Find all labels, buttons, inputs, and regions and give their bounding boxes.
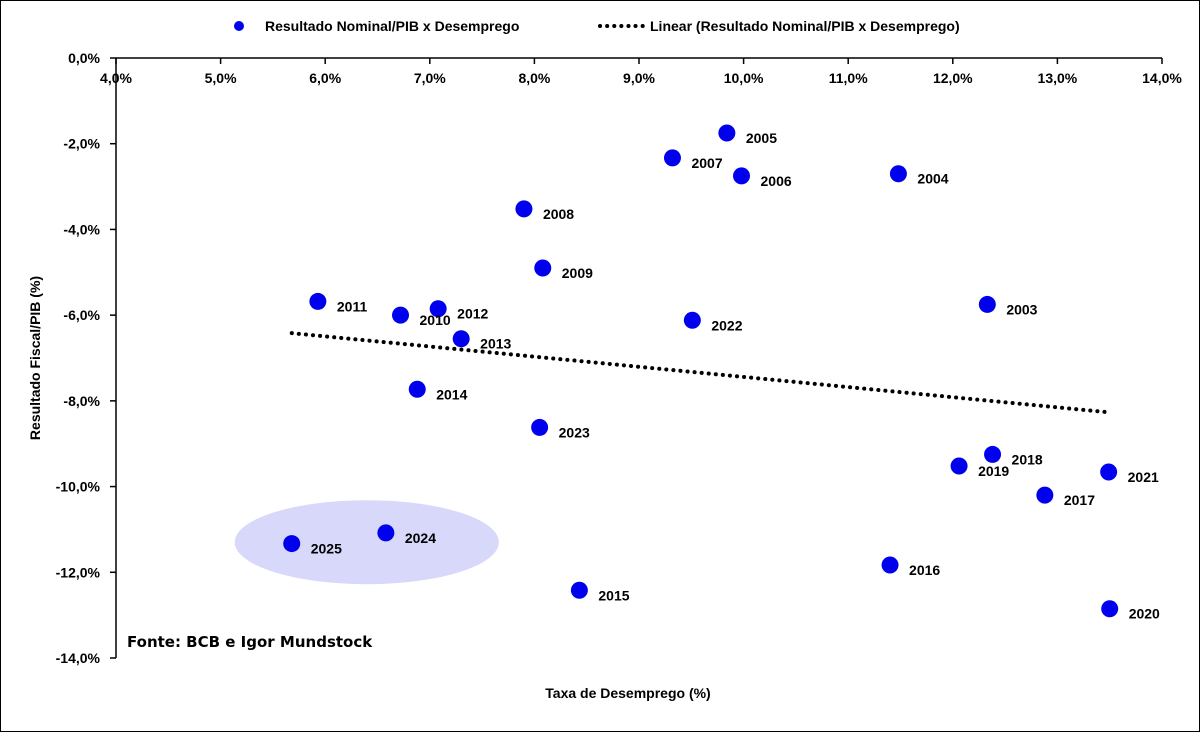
data-label-2022: 2022 [711,317,742,333]
data-label-2016: 2016 [909,562,940,578]
y-tick-label: -12,0% [56,564,101,580]
data-point-2008 [515,200,533,218]
data-label-2021: 2021 [1128,469,1159,485]
data-point-2004 [889,165,907,183]
x-tick-label: 13,0% [1038,70,1078,86]
data-label-2020: 2020 [1129,606,1160,622]
data-point-2019 [950,457,968,475]
x-tick-label: 12,0% [933,70,973,86]
data-point-2009 [534,259,552,277]
axes-layer: 4,0% 5,0% 6,0% 7,0% 8,0% 9,0% 10,0% 11,0% 12,0% 1… [56,50,1183,666]
data-label-2007: 2007 [691,155,722,171]
y-tick-label: -4,0% [63,221,100,237]
data-point-2011 [309,292,327,310]
legend-label-scatter: Resultado Nominal/PIB x Desemprego [265,18,519,34]
data-point-2021 [1100,463,1118,481]
data-label-2017: 2017 [1064,492,1095,508]
data-point-2025 [283,535,301,553]
point-labels-layer: 2003 2004 2005 2006 2007 2008 2009 2010 2011 2012… [311,130,1160,622]
legend-label-trendline: Linear (Resultado Nominal/PIB x Desempre… [650,18,960,34]
data-label-2011: 2011 [337,298,368,314]
y-tick-label: -10,0% [56,479,101,495]
data-label-2013: 2013 [480,336,511,352]
data-point-2007 [663,149,681,167]
data-label-2012: 2012 [457,306,488,322]
data-label-2015: 2015 [598,587,629,603]
data-point-2024 [377,524,395,542]
data-point-2015 [570,581,588,599]
source-annotation: Fonte: BCB e Igor Mundstock [127,633,373,651]
y-axis-title: Resultado Fiscal/PIB (%) [27,276,43,440]
x-tick-label: 9,0% [623,70,655,86]
data-label-2004: 2004 [917,171,948,187]
data-point-2006 [733,167,751,185]
data-label-2023: 2023 [559,424,590,440]
legend-marker-scatter [234,21,244,31]
x-axis-title: Taxa de Desemprego (%) [545,685,710,701]
data-label-2014: 2014 [436,386,467,402]
x-tick-label: 4,0% [100,70,132,86]
y-tick-label: 0,0% [68,50,100,66]
data-label-2005: 2005 [746,130,777,146]
data-point-2013 [452,330,470,348]
highlight-ellipse [234,500,499,585]
x-tick-label: 10,0% [724,70,764,86]
data-point-2016 [881,556,899,574]
data-label-2009: 2009 [562,265,593,281]
data-label-2019: 2019 [978,463,1009,479]
legend: Resultado Nominal/PIB x Desemprego Linea… [234,18,960,34]
data-point-2014 [408,380,426,398]
data-point-2020 [1101,600,1119,618]
x-tick-label: 14,0% [1142,70,1182,86]
data-label-2025: 2025 [311,541,342,557]
highlight-layer [234,500,499,585]
trendline [289,331,1112,415]
data-point-2017 [1036,486,1054,504]
data-label-2003: 2003 [1006,301,1037,317]
y-tick-label: -6,0% [63,307,100,323]
points-layer [283,124,1119,618]
data-label-2024: 2024 [405,530,436,546]
data-label-2010: 2010 [420,312,451,328]
data-point-2022 [683,311,701,329]
x-tick-label: 11,0% [829,70,868,86]
data-point-2012 [429,300,447,318]
data-point-2018 [984,445,1002,463]
y-tick-label: -14,0% [56,650,101,666]
data-point-2010 [392,306,410,324]
data-label-2006: 2006 [761,173,792,189]
x-tick-label: 6,0% [309,70,341,86]
data-label-2008: 2008 [543,206,574,222]
x-tick-label: 5,0% [205,70,237,86]
y-tick-label: -2,0% [63,136,100,152]
x-tick-label: 8,0% [518,70,550,86]
data-point-2023 [531,418,549,436]
data-point-2003 [978,295,996,313]
trendline-layer [289,331,1112,415]
data-point-2005 [718,124,736,142]
x-tick-label: 7,0% [414,70,446,86]
y-tick-label: -8,0% [63,393,100,409]
data-label-2018: 2018 [1012,451,1043,467]
